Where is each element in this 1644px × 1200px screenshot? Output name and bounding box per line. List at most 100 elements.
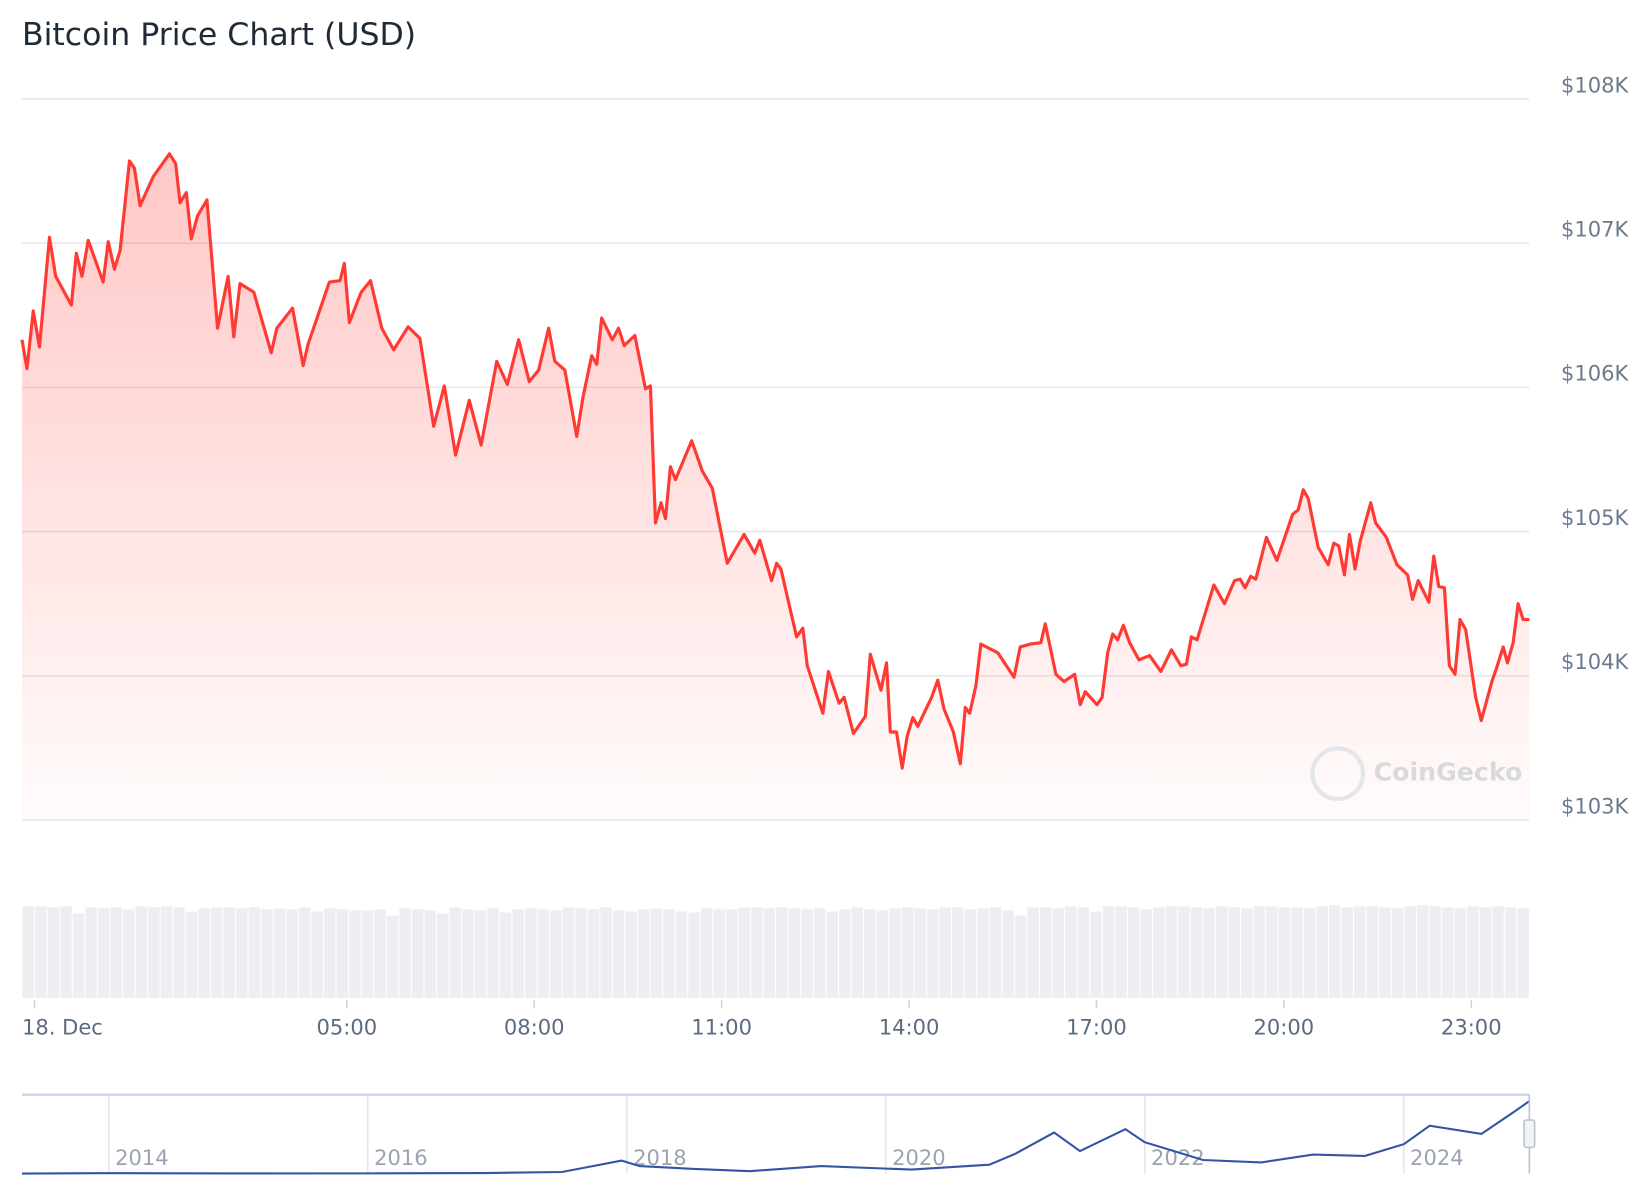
volume-bar [1266,906,1278,998]
y-tick-label: $104K [1561,649,1630,674]
chart-title: Bitcoin Price Chart (USD) [22,17,416,53]
price-area [22,153,1530,820]
volume-bar [72,913,85,998]
volume-bar [349,910,361,998]
volume-bar [399,908,411,998]
volume-bar [738,907,751,998]
volume-bar [311,911,323,998]
volume-bar [1391,908,1404,998]
volume-bar [22,906,35,998]
volume-bar [939,907,952,998]
x-tick-label: 14:00 [879,1014,940,1039]
volume-bar [1077,907,1090,998]
volume-bar [135,906,148,998]
volume-bar [160,906,173,998]
volume-bar [1052,908,1065,998]
volume-bar [1203,908,1215,998]
volume-bar [1467,906,1479,998]
volume-bar [47,907,60,998]
volume-bar [1316,906,1328,998]
volume-bar [248,907,261,998]
volume-bar [286,909,298,998]
volume-bar [901,907,914,998]
x-tick-label: 18. Dec [22,1014,103,1039]
volume-bar [1354,906,1366,998]
x-tick-label: 08:00 [504,1014,565,1039]
volume-bar [1454,908,1467,998]
watermark: CoinGecko [1310,746,1522,802]
volume-bar [864,909,876,998]
volume-bar [236,908,248,998]
volume-bar [123,909,135,998]
volume-bar [638,909,650,998]
volume-bar [223,907,236,998]
volume-bar [813,908,826,998]
volume-bar [1278,907,1291,998]
volume-bar [700,908,713,998]
volume-bar [1492,906,1504,998]
volume-bar [550,910,562,998]
volume-bar [324,908,336,998]
volume-bar [1065,906,1077,998]
x-tick-label: 05:00 [317,1014,378,1039]
navigator-tick-label: 2016 [374,1145,428,1170]
volume-bar [474,910,487,998]
volume-bar [575,908,587,998]
volume-bar [110,907,122,998]
volume-bar [449,907,462,998]
navigator-tick-label: 2020 [892,1145,946,1170]
volume-bar [625,911,637,998]
volume-bar [148,907,160,998]
volume-bar [926,909,939,998]
x-tick-label: 11:00 [691,1014,752,1039]
y-tick-label: $106K [1561,361,1630,386]
volume-bar [914,908,926,998]
volume-bar [851,907,864,998]
volume-bar [1002,910,1014,998]
volume-bar [1379,907,1391,998]
volume-bar [562,907,575,998]
volume-bar [273,908,286,998]
volume-bar [1240,908,1253,998]
volume-bar [964,909,977,998]
volume-bar [1253,906,1266,998]
volume-bar [763,908,776,998]
volume-bar [1366,906,1379,998]
volume-bar [1190,907,1203,998]
volume-bar [210,907,223,998]
volume-bar [437,913,449,998]
volume-bar [537,909,550,998]
volume-bar [185,911,198,998]
volume-bar [1027,907,1039,998]
volume-bar [198,908,210,998]
volume-bar [424,910,436,998]
volume-bar [35,906,47,998]
volume-bar [1127,907,1140,998]
volume-bar [1504,907,1517,998]
volume-bar [298,907,311,998]
navigator-tick-label: 2014 [115,1145,169,1170]
volume-bar [1165,906,1178,998]
volume-bar [374,909,386,998]
volume-bar [1178,906,1190,998]
navigator-tick-label: 2024 [1410,1145,1464,1170]
volume-bar [361,910,374,998]
volume-bar [1014,915,1027,998]
x-tick-label: 20:00 [1254,1014,1315,1039]
volume-bar [1517,908,1529,998]
volume-bar [1102,906,1115,998]
y-tick-label: $105K [1561,505,1630,530]
volume-bar [1215,906,1228,998]
y-tick-label: $103K [1561,793,1630,818]
navigator-handle [1523,1119,1536,1149]
volume-bar [1429,906,1441,998]
volume-bar [524,908,537,998]
volume-bar [512,909,524,998]
volume-bar [1228,907,1240,998]
volume-bar [713,909,725,998]
volume-bar [675,911,688,998]
volume-bar [663,909,675,998]
volume-bar [487,908,499,998]
